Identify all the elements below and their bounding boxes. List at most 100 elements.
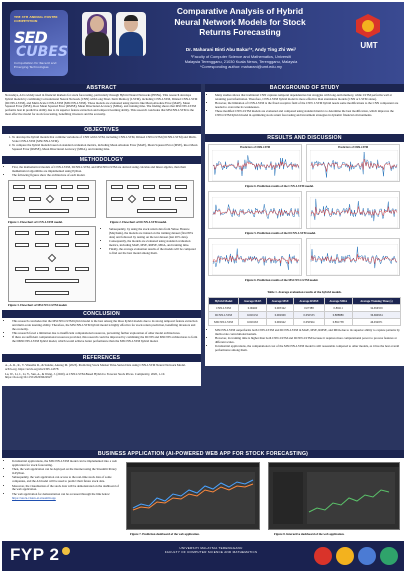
conference-logo: THE 4TH ANNUAL POSTER COMPETITION SED CU… (10, 10, 68, 76)
faculty-footer-logo (336, 547, 354, 565)
predicted-series-line (212, 254, 300, 264)
objective-item: To compare the hybrid models based on st… (12, 143, 198, 152)
methodology-item: The following figures show the architect… (12, 173, 198, 178)
objective-item: To develop the hybrid models that combin… (12, 135, 198, 144)
title-line-3: Returns Forecasting (199, 27, 281, 37)
methodology-item: First, the mathematical models of CNN-LS… (12, 165, 198, 174)
author-photo-1 (82, 12, 112, 56)
table-cell: DCNN-LSTM (208, 310, 239, 319)
predicted-series-line (212, 161, 300, 171)
conference-logo-text2: CUBES (16, 44, 68, 60)
figure-6-caption: Figure 6. Prediction results of the MSCN… (245, 278, 319, 282)
references-body: A., A. R., R., V. Vineetha R., & Sundar,… (2, 362, 201, 386)
author-photo-2 (116, 12, 146, 56)
prediction-chart (212, 244, 300, 275)
table-header: Average MDA (323, 296, 353, 305)
objectives-body: To develop the hybrid models that combin… (2, 134, 201, 156)
objectives-title: OBJECTIVES (2, 126, 201, 134)
results-title: RESULTS AND DISCUSSION (205, 134, 404, 142)
interactive-dashboard-screenshot (268, 462, 400, 530)
abstract-title: ABSTRACT (2, 84, 201, 92)
conference-logo-top: THE 4TH ANNUAL POSTER COMPETITION (14, 15, 58, 23)
reference-item: A., A. R., R., V. Vineetha R., & Sundar,… (5, 363, 186, 371)
discussion-item: However, its training time is higher tha… (215, 336, 401, 345)
chart-panel: Prediction of CNN-LSTM (306, 144, 400, 182)
footer-line-1: UNIVERSITI MALAYSIA TERENGGANU (179, 546, 243, 550)
table-header: Average Training Time (s) (351, 296, 402, 305)
fyp-logo-mark (62, 547, 70, 555)
table-cell: MSCNN-LSTM (208, 317, 239, 326)
table-cell: 0.89211 (323, 303, 353, 312)
table-cell: 0.002909 (265, 310, 295, 319)
predicted-series-line (310, 158, 398, 172)
table-header: Average RMSE (293, 296, 325, 305)
table-cell: 0.891738 (323, 317, 353, 326)
title-line-1: Comparative Analysis of Hybrid (176, 6, 304, 16)
table-cell: 46.034971 (351, 317, 402, 326)
background-title: BACKGROUND OF STUDY (205, 84, 404, 92)
umt-logo-text: UMT (360, 41, 378, 50)
figure-5-caption: Figure 5. Prediction results of the DCNN… (245, 231, 316, 235)
business-item: Subsequently, the web application can ac… (12, 476, 119, 484)
affiliation-line-2: Malaysia Terengganu, 21030 Kuala Nerus, … (184, 59, 298, 65)
business-item: Then, the web application can be deploye… (12, 467, 119, 476)
table-cell: 0.888889 (323, 310, 353, 319)
conclusion-item: If there are sufficient computational re… (12, 336, 198, 344)
table-cell: 0.029163 (237, 317, 268, 326)
left-column: ABSTRACT Nowadays, AI is widely used in … (2, 84, 201, 386)
predicted-series-line (212, 207, 300, 216)
chart-panel: Prediction of CNN-LSTM (208, 144, 302, 182)
abstract-body: Nowadays, AI is widely used in financial… (2, 92, 201, 126)
results-table: Hybrid Model Average MAE Average MSE Ave… (208, 296, 402, 326)
table-row: DCNN-LSTM 0.029132 0.002909 0.050333 0.8… (208, 310, 402, 319)
business-text: In industrial applications, the MSCNN-LS… (2, 458, 122, 503)
figure-8-caption: Figure 8. Interactive dashboard of the w… (274, 532, 345, 536)
business-body: In industrial applications, the MSCNN-LS… (2, 458, 404, 541)
predicted-series-line (310, 206, 398, 217)
predicted-series-line (310, 254, 398, 264)
prediction-chart (212, 150, 300, 181)
umt-footer-logo (314, 547, 332, 565)
dcnn-lstm-flowchart (106, 180, 194, 218)
cnn-lstm-flowchart (8, 180, 96, 218)
poster-header: THE 4TH ANNUAL POSTER COMPETITION SED CU… (2, 2, 404, 84)
business-title: BUSINESS APPLICATION (AI-POWERED WEB APP… (2, 450, 404, 458)
partner-footer-logo (358, 547, 376, 565)
affiliation: ¹Faculty of Computer Science and Mathema… (152, 54, 330, 70)
business-item: In industrial applications, the MSCNN-LS… (12, 459, 119, 468)
background-item: Many studies shows that traditional CNN … (215, 93, 401, 102)
table-caption: Table 1. Average evaluation results of t… (267, 290, 342, 294)
conclusion-item: This research faced a limitation due to … (12, 331, 198, 336)
discussion-item: MSCNN-LSTM outperforms both CNN-LSTM and… (215, 328, 401, 337)
chart-panel (306, 238, 400, 276)
discussion-item: In industrial applications, the computat… (215, 344, 401, 353)
conclusion-body: This research concludes that the MSCNN-L… (2, 318, 201, 354)
figure-7-caption: Figure 7. Prediction dashboard of the we… (130, 532, 200, 536)
chart-panel (208, 238, 302, 276)
methodology-body: First, the mathematical models of CNN-LS… (2, 164, 201, 178)
table-cell: 0.050364 (293, 317, 325, 326)
affiliation-line-1: ¹Faculty of Computer Science and Mathema… (190, 54, 292, 59)
footer-line-2: FACULTY OF COMPUTER SCIENCE AND MATHEMAT… (164, 550, 258, 554)
table-header: Average MAE (237, 296, 268, 305)
results-figures: Prediction of CNN-LSTM Prediction of CNN… (205, 142, 404, 288)
table-cell: 36.690934 (351, 310, 402, 319)
prediction-chart (310, 197, 398, 228)
background-item: However, the limitation of CNN-LSTM is t… (215, 101, 401, 110)
background-item: These modified CNN-LSTM models are evalu… (215, 110, 401, 118)
table-cell: 0.005342 (265, 303, 295, 312)
sponsor-footer-logo (380, 547, 398, 565)
table-cell: 0.06460 (237, 303, 268, 312)
table-header-row: Hybrid Model Average MAE Average MSE Ave… (208, 296, 402, 305)
background-body: Many studies shows that traditional CNN … (205, 92, 404, 134)
web-app-link[interactable]: https://stock-vision-ai.streamlit.app (12, 496, 56, 501)
conference-logo-text: SED (14, 28, 48, 47)
methodology-step: Subsequently, by using the stock return … (109, 227, 198, 239)
table-header: Hybrid Model (208, 296, 239, 305)
business-section: BUSINESS APPLICATION (AI-POWERED WEB APP… (2, 450, 404, 541)
prediction-dashboard-screenshot (126, 462, 260, 530)
umt-logo: UMT (344, 14, 394, 54)
chart-panel (208, 191, 302, 229)
methodology-step: Consequently, the models are evaluated u… (109, 239, 198, 248)
